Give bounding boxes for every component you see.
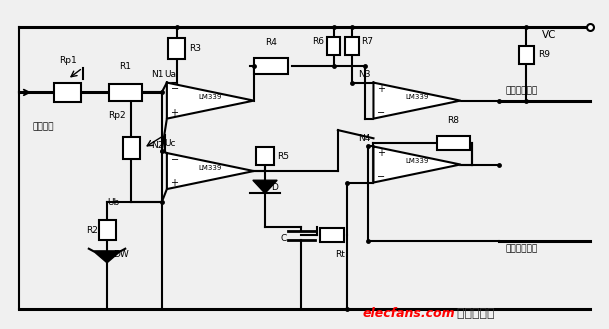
Text: LM339: LM339 (199, 165, 222, 171)
Text: LM339: LM339 (405, 94, 429, 100)
Text: 应急信号输入: 应急信号输入 (505, 245, 537, 254)
Text: N4: N4 (358, 134, 370, 143)
Polygon shape (373, 146, 460, 183)
Text: R9: R9 (538, 50, 551, 59)
Text: D: D (271, 183, 278, 192)
Bar (255, 58, 288, 74)
Text: R2: R2 (86, 225, 98, 235)
Text: R4: R4 (265, 38, 277, 47)
Text: R6: R6 (312, 37, 325, 46)
Bar (519, 46, 534, 64)
Text: R7: R7 (361, 37, 373, 46)
Polygon shape (94, 251, 121, 263)
Text: R3: R3 (189, 44, 201, 53)
Text: DW: DW (113, 250, 129, 259)
Bar (437, 136, 470, 150)
Text: +: + (377, 84, 385, 94)
Text: +: + (171, 178, 178, 188)
Polygon shape (167, 83, 254, 119)
Bar (169, 38, 185, 59)
Text: VC: VC (541, 30, 556, 40)
Text: Rp2: Rp2 (108, 111, 125, 120)
Text: Rt: Rt (335, 250, 345, 259)
Text: C: C (280, 234, 286, 243)
Bar (345, 37, 359, 55)
Bar (99, 220, 116, 240)
Text: −: − (377, 171, 385, 182)
Polygon shape (373, 83, 460, 119)
Bar (54, 83, 81, 102)
Text: Uc: Uc (165, 139, 176, 148)
Text: R8: R8 (448, 116, 459, 125)
Text: elecfans.com: elecfans.com (362, 307, 455, 320)
Text: −: − (171, 155, 178, 165)
Text: −: − (171, 84, 178, 94)
Text: +: + (171, 108, 178, 118)
Text: Ua: Ua (165, 70, 177, 79)
Text: N3: N3 (358, 70, 370, 79)
Text: 输入电压: 输入电压 (32, 122, 54, 131)
Text: Ub: Ub (107, 198, 119, 207)
Text: 电子发烧友: 电子发烧友 (453, 307, 495, 320)
Bar (327, 37, 340, 55)
Bar (123, 138, 140, 159)
Text: Rp1: Rp1 (58, 56, 76, 64)
Text: R1: R1 (119, 62, 132, 71)
Text: −: − (377, 108, 385, 118)
Text: LM339: LM339 (405, 158, 429, 164)
Text: N2: N2 (152, 141, 164, 150)
Text: N1: N1 (152, 70, 164, 79)
Text: LM339: LM339 (199, 94, 222, 100)
Polygon shape (253, 180, 277, 193)
Text: R5: R5 (277, 152, 289, 161)
Bar (320, 228, 344, 242)
Text: 驱动信号输出: 驱动信号输出 (505, 87, 537, 96)
Bar (108, 84, 142, 101)
Bar (256, 147, 273, 165)
Text: +: + (377, 148, 385, 158)
Polygon shape (167, 153, 254, 189)
